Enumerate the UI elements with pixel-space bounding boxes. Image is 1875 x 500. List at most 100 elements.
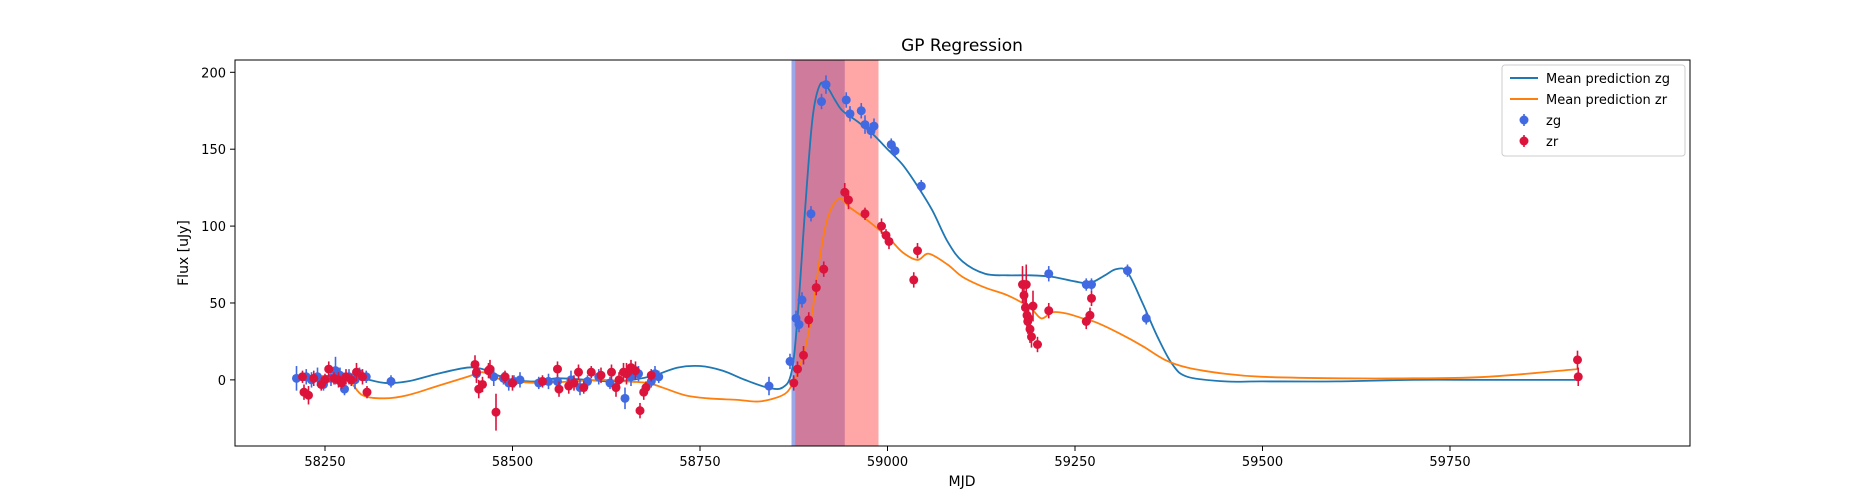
data-point-zr <box>1033 340 1042 350</box>
data-point-zg <box>794 320 804 330</box>
data-point-zg <box>386 376 396 386</box>
data-point-zg <box>764 381 774 391</box>
data-point-zr <box>569 378 579 388</box>
chart-title: GP Regression <box>901 36 1023 56</box>
data-point-zr <box>320 375 330 385</box>
x-tick-label: 59000 <box>867 455 908 470</box>
data-point-zr <box>811 283 821 293</box>
data-point-zr <box>337 378 346 388</box>
data-point-zg <box>620 393 630 403</box>
shaded-region-1 <box>795 60 879 446</box>
data-point-zr <box>478 379 487 389</box>
data-point-zr <box>1023 316 1033 326</box>
data-point-zr <box>819 264 829 274</box>
data-point-zr <box>324 364 334 374</box>
data-point-zr <box>631 366 640 376</box>
x-tick-label: 58500 <box>492 455 533 470</box>
data-point-zg <box>817 97 826 107</box>
data-point-zg <box>654 372 664 382</box>
data-point-zr <box>500 372 510 382</box>
data-point-zr <box>1025 324 1035 334</box>
data-point-zg <box>845 109 855 119</box>
data-point-zr <box>298 372 307 382</box>
data-point-zg <box>1044 269 1054 279</box>
data-point-zr <box>1573 372 1583 382</box>
data-point-zr <box>804 315 814 325</box>
data-point-zr <box>1573 355 1582 365</box>
legend-label-zg-points: zg <box>1546 114 1561 129</box>
data-point-zr <box>596 370 606 380</box>
data-point-zr <box>789 378 799 388</box>
data-point-zg <box>797 295 807 305</box>
data-point-zr <box>1028 301 1038 311</box>
legend-label-zr-points: zr <box>1546 135 1559 150</box>
data-point-zr <box>1027 332 1036 342</box>
data-point-zg <box>553 376 562 386</box>
data-point-zg <box>916 181 926 191</box>
data-point-zr <box>304 390 313 400</box>
data-point-zr <box>840 187 850 197</box>
x-tick-label: 58250 <box>304 455 345 470</box>
x-axis: 58250 58500 58750 59000 59250 59500 59750 <box>304 446 1471 470</box>
data-point-zr <box>877 221 886 231</box>
data-point-zr <box>799 350 808 360</box>
data-point-zg <box>515 375 525 385</box>
legend-label-zg-line: Mean prediction zg <box>1546 72 1670 87</box>
legend-label-zr-line: Mean prediction zr <box>1546 93 1668 108</box>
data-point-zr <box>586 367 596 377</box>
y-tick-label: 200 <box>201 66 226 81</box>
x-tick-label: 58750 <box>679 455 720 470</box>
data-point-zg <box>785 356 795 366</box>
data-point-zr <box>884 236 894 246</box>
y-axis-label: Flux [uJy] <box>176 220 192 286</box>
data-point-zg <box>869 121 879 131</box>
legend-marker <box>1519 136 1529 146</box>
y-tick-label: 0 <box>218 374 226 389</box>
data-point-zr <box>362 387 372 397</box>
data-point-zr <box>491 407 501 417</box>
x-tick-label: 59250 <box>1054 455 1095 470</box>
data-point-zg <box>841 95 851 105</box>
data-point-zr <box>614 375 624 385</box>
legend-swatch-zr-points <box>1519 135 1529 147</box>
legend: Mean prediction zg Mean prediction zr zg… <box>1501 64 1686 157</box>
y-tick-label: 150 <box>201 143 226 158</box>
legend-swatch-zg-points <box>1519 114 1529 126</box>
data-point-zg <box>1123 266 1132 276</box>
legend-marker <box>1519 115 1529 125</box>
observation-points <box>292 75 1583 431</box>
data-point-zr <box>358 372 367 382</box>
data-point-zr <box>1085 310 1095 320</box>
y-tick-label: 50 <box>209 297 226 312</box>
data-point-zr <box>844 195 853 205</box>
data-point-zg <box>860 120 870 130</box>
data-point-zr <box>346 375 356 385</box>
data-point-zr <box>641 383 651 393</box>
data-point-zr <box>622 369 631 379</box>
y-tick-label: 100 <box>201 220 226 235</box>
shaded-regions <box>791 60 879 446</box>
data-point-zr <box>793 364 802 374</box>
x-axis-label: MJD <box>949 474 976 490</box>
data-point-zg <box>821 80 831 90</box>
data-point-zr <box>554 384 564 394</box>
data-point-zr <box>635 406 645 416</box>
data-point-zr <box>485 364 495 374</box>
data-point-zg <box>890 146 900 156</box>
data-point-zr <box>909 275 919 285</box>
data-point-zr <box>1019 290 1029 300</box>
data-point-zr <box>607 367 616 377</box>
plot-area <box>234 59 1691 447</box>
data-point-zr <box>508 378 517 388</box>
data-point-zr <box>472 367 481 377</box>
data-point-zr <box>309 373 319 383</box>
data-point-zg <box>856 106 866 116</box>
y-axis: 0 50 100 150 200 <box>201 66 235 389</box>
data-point-zr <box>1021 280 1031 290</box>
data-point-zr <box>1044 306 1054 316</box>
data-point-zr <box>538 376 547 386</box>
x-tick-label: 59500 <box>1242 455 1283 470</box>
data-point-zg <box>489 372 499 382</box>
data-point-zr <box>1087 293 1096 303</box>
